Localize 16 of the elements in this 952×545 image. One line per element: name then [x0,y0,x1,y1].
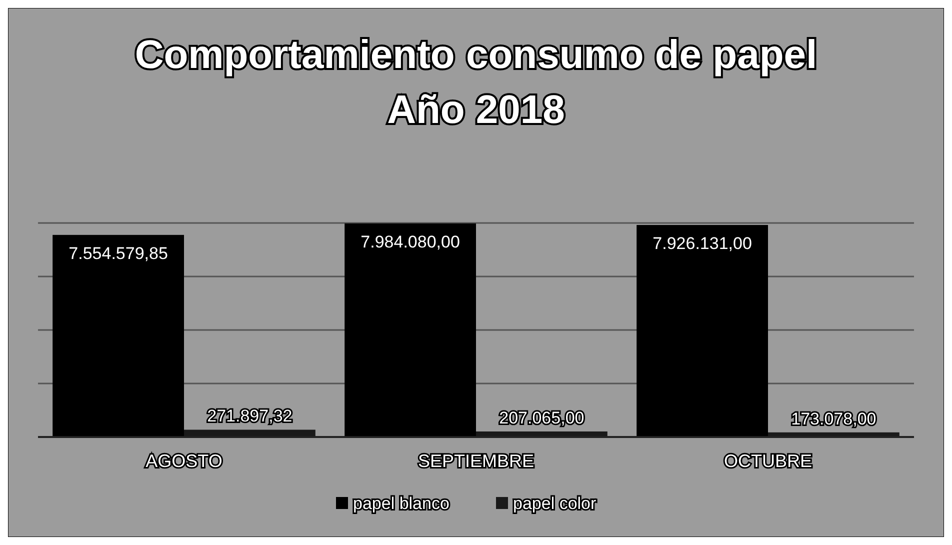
data-label: 7.926.131,00 [652,234,752,253]
x-tick-label: SEPTIEMBRE [418,451,534,471]
data-label: 271.897,32 [207,406,292,426]
bar [344,223,476,437]
x-tick-label: AGOSTO [146,451,222,471]
data-label: 7.984.080,00 [360,232,460,252]
data-label: 173.078,00 [791,409,876,428]
chart-subtitle: Año 2018 [387,88,565,132]
data-label: 207.065,00 [499,408,584,428]
bar [52,234,184,437]
data-label: 7.554.579,85 [68,244,168,263]
legend-label: papel blanco [353,494,450,513]
bar [636,224,768,437]
x-tick-label: OCTUBRE [724,451,812,471]
chart-title: Comportamiento consumo de papel [134,33,818,77]
legend-label: papel color [513,494,597,513]
